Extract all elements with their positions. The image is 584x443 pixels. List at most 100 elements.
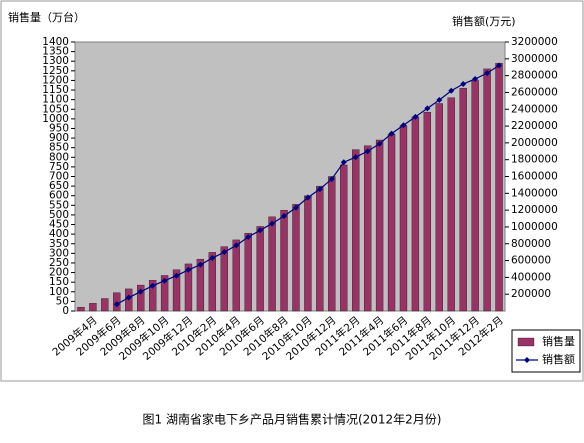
y-tick-label: 50 bbox=[56, 295, 69, 307]
y-tick-label: 1250 bbox=[42, 65, 69, 77]
y-tick-label: 1400 bbox=[42, 36, 69, 48]
y-tick-label: 700 bbox=[49, 171, 69, 183]
line-marker bbox=[328, 176, 335, 183]
bar bbox=[399, 125, 408, 312]
bar bbox=[160, 275, 169, 312]
bar bbox=[89, 303, 97, 312]
line-marker bbox=[304, 194, 311, 201]
line-marker bbox=[233, 242, 240, 249]
y-tick-label: 900 bbox=[49, 132, 69, 144]
y2-tick-label: 3000000 bbox=[511, 53, 558, 65]
bar bbox=[483, 68, 491, 312]
line-marker bbox=[484, 70, 491, 77]
plot-area bbox=[74, 41, 506, 312]
y-tick-label: 850 bbox=[49, 142, 69, 154]
line-marker bbox=[269, 220, 276, 227]
line-marker bbox=[209, 255, 216, 262]
y-tick-label: 1350 bbox=[42, 46, 69, 58]
bar bbox=[495, 62, 503, 312]
y2-tick-label: 1000000 bbox=[511, 221, 558, 233]
line-marker bbox=[472, 75, 479, 82]
bar bbox=[352, 149, 360, 312]
y2-tick-label: 2600000 bbox=[511, 86, 558, 98]
line-marker bbox=[281, 213, 288, 220]
y-tick-label: 350 bbox=[49, 238, 69, 250]
bar bbox=[292, 204, 300, 312]
y2-tick-label: 1200000 bbox=[511, 204, 558, 216]
y-tick-label: 1300 bbox=[42, 55, 69, 67]
line-marker bbox=[460, 81, 467, 88]
legend-swatch bbox=[517, 337, 535, 347]
line-marker bbox=[376, 140, 383, 147]
y-tick-label: 650 bbox=[49, 180, 69, 192]
line-marker bbox=[161, 277, 168, 284]
y-tick-label: 250 bbox=[49, 257, 69, 269]
line-marker bbox=[364, 148, 371, 155]
y-tick-label: 550 bbox=[49, 199, 69, 211]
y2-tick-label: 2000000 bbox=[511, 137, 558, 149]
y-tick-label: 200 bbox=[49, 267, 69, 279]
bar bbox=[232, 239, 240, 312]
y2-tick-label: 400000 bbox=[511, 271, 551, 283]
line-marker bbox=[448, 87, 455, 94]
line-marker bbox=[424, 105, 431, 112]
line-marker bbox=[388, 130, 395, 137]
y-tick-label: 950 bbox=[49, 122, 69, 134]
legend-label: 销售额 bbox=[542, 352, 575, 366]
line-marker bbox=[412, 113, 419, 120]
y-tick-label: 400 bbox=[49, 228, 69, 240]
y-tick-label: 750 bbox=[49, 161, 69, 173]
y2-tick-label: 3200000 bbox=[511, 36, 558, 48]
line-marker bbox=[352, 154, 359, 161]
caption: 图1 湖南省家电下乡产品月销售累计情况(2012年2月份) bbox=[143, 412, 442, 427]
line-marker bbox=[185, 266, 192, 273]
line-marker bbox=[245, 234, 252, 241]
y-tick-label: 100 bbox=[49, 286, 69, 298]
bar bbox=[268, 216, 276, 312]
y2-tick-label: 1400000 bbox=[511, 187, 558, 199]
bar bbox=[363, 145, 372, 312]
bar bbox=[77, 307, 85, 312]
line-marker bbox=[113, 301, 120, 308]
bar bbox=[220, 246, 228, 312]
line-marker bbox=[496, 62, 503, 69]
bar bbox=[387, 134, 396, 312]
y-tick-label: 1050 bbox=[42, 103, 69, 115]
line-marker bbox=[149, 282, 156, 289]
bar bbox=[101, 298, 109, 312]
y2-axis-title: 销售额(万元) bbox=[452, 14, 516, 28]
line-marker bbox=[292, 204, 299, 211]
y2-tick-label: 2200000 bbox=[511, 120, 558, 132]
bar bbox=[411, 116, 420, 312]
bar bbox=[196, 258, 205, 312]
bar bbox=[208, 252, 217, 312]
y2-tick-label: 2800000 bbox=[511, 70, 558, 82]
bar bbox=[328, 176, 336, 312]
bar bbox=[340, 164, 348, 312]
legend-label: 销售量 bbox=[542, 334, 575, 348]
y-tick-label: 0 bbox=[62, 305, 69, 317]
y-axis-title: 销售量（万台） bbox=[8, 10, 85, 24]
y2-tick-label: 2400000 bbox=[511, 103, 558, 115]
bar bbox=[172, 269, 181, 312]
y2-tick-label: 600000 bbox=[511, 255, 551, 267]
y2-tick-label: 800000 bbox=[511, 238, 551, 250]
y-tick-label: 450 bbox=[49, 219, 69, 231]
bar bbox=[447, 97, 455, 312]
line-marker bbox=[436, 97, 443, 104]
y2-tick-label: 200000 bbox=[511, 288, 551, 300]
y-tick-label: 1000 bbox=[42, 113, 69, 125]
line-marker bbox=[400, 122, 407, 129]
y2-tick-label: 1800000 bbox=[511, 154, 558, 166]
y-tick-label: 800 bbox=[49, 151, 69, 163]
line-marker bbox=[197, 261, 204, 268]
y-tick-label: 500 bbox=[49, 209, 69, 221]
bar bbox=[435, 103, 443, 312]
line-marker bbox=[221, 249, 228, 256]
bar bbox=[304, 195, 312, 312]
bar bbox=[148, 280, 157, 312]
y-tick-label: 600 bbox=[49, 190, 69, 202]
line-marker bbox=[257, 227, 264, 234]
bar bbox=[471, 80, 479, 312]
legend-marker bbox=[524, 357, 530, 363]
